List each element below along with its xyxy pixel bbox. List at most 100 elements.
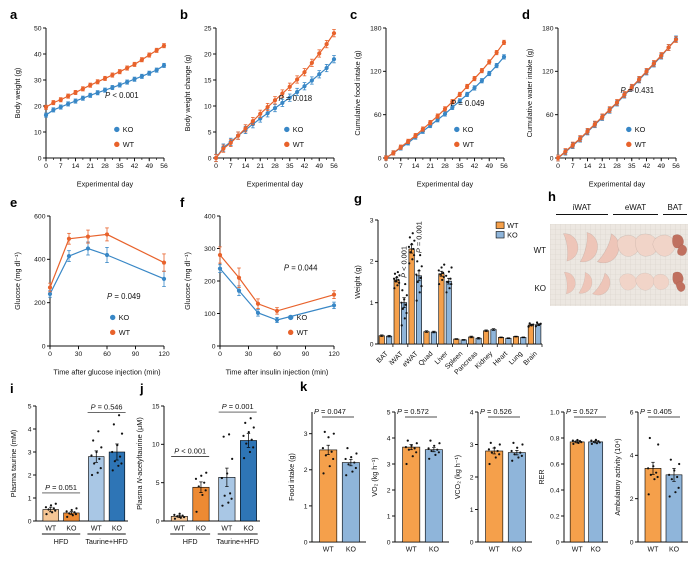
svg-text:42: 42 (131, 163, 139, 170)
p-value: P < 0.001 (400, 246, 409, 278)
svg-text:0: 0 (370, 341, 374, 348)
p-value: P = 0.001 (415, 221, 424, 253)
svg-text:WT: WT (221, 526, 233, 533)
series-WT (47, 227, 167, 293)
svg-text:60: 60 (374, 112, 382, 119)
svg-text:WT: WT (174, 526, 186, 533)
axes: 0 60 120 180 0 7 14 21 28 35 42 49 56 Experimental da… (353, 25, 508, 188)
x-axis-label: Time after glucose injection (min) (53, 368, 160, 377)
svg-text:14: 14 (412, 163, 420, 170)
photo-column-ewat-rule (613, 213, 658, 215)
svg-text:60: 60 (546, 112, 554, 119)
svg-text:49: 49 (657, 163, 665, 170)
legend: KO WT (287, 313, 309, 337)
svg-text:0: 0 (550, 155, 554, 162)
svg-text:0.8: 0.8 (550, 435, 560, 442)
svg-text:eWAT: eWAT (402, 350, 421, 369)
svg-text:KO: KO (66, 526, 77, 533)
svg-text:5: 5 (208, 129, 212, 136)
svg-text:0: 0 (384, 163, 388, 170)
svg-text:3: 3 (370, 217, 374, 224)
svg-text:100: 100 (204, 311, 216, 318)
photo-column-bat-rule (663, 213, 687, 215)
svg-text:49: 49 (315, 163, 323, 170)
p-value: P = 0.527 (566, 407, 598, 416)
svg-text:0: 0 (214, 163, 218, 170)
svg-text:35: 35 (286, 163, 294, 170)
series-WT (555, 36, 679, 162)
svg-text:14: 14 (584, 163, 592, 170)
panel-f-chart: 0 100 200 300 400 0 30 60 90 120 Time after insuli… (183, 213, 340, 376)
bars (319, 430, 360, 543)
svg-text:0: 0 (42, 343, 46, 350)
x-axis-label: Experimental day (77, 180, 134, 189)
svg-text:120: 120 (542, 69, 554, 76)
y-axis-label: VO₂ (kg h⁻¹) (371, 457, 379, 496)
bars (569, 438, 604, 543)
svg-text:WT: WT (572, 547, 584, 554)
svg-text:WT: WT (406, 547, 418, 554)
svg-text:7: 7 (571, 163, 575, 170)
p-value: P = 0.047 (314, 407, 346, 416)
svg-text:600: 600 (34, 213, 46, 220)
bars (485, 441, 526, 543)
photo-row-ko-label: KO (534, 284, 546, 293)
svg-text:300: 300 (204, 246, 216, 253)
svg-text:KO: KO (119, 313, 130, 322)
svg-text:WT: WT (119, 328, 131, 337)
y-axis-label: Cumulative food intake (g) (353, 50, 362, 135)
svg-text:KO: KO (346, 547, 357, 554)
svg-text:KO: KO (196, 526, 207, 533)
legend: KO WT (284, 125, 305, 149)
svg-text:1: 1 (470, 507, 474, 514)
svg-text:0: 0 (38, 155, 42, 162)
svg-text:28: 28 (441, 163, 449, 170)
svg-text:10: 10 (34, 129, 42, 136)
panel-a-chart: 0 10 20 30 40 50 0 7 14 21 28 35 42 49 56 Experimental … (13, 25, 168, 189)
svg-text:KO: KO (123, 125, 134, 134)
svg-text:0: 0 (556, 539, 560, 546)
svg-text:0.6: 0.6 (550, 461, 560, 468)
svg-text:120: 120 (328, 351, 340, 358)
p-value: P = 0.049 (107, 292, 141, 301)
panel-b-letter: b (180, 7, 188, 22)
svg-text:14: 14 (72, 163, 80, 170)
svg-text:Heart: Heart (492, 350, 509, 367)
panel-b-chart: 0 5 10 15 20 25 0 7 14 21 28 35 42 49 56 Experimental d… (183, 25, 338, 188)
svg-text:28: 28 (101, 163, 109, 170)
p-value: P = 0.405 (640, 407, 672, 416)
svg-text:Quad: Quad (418, 350, 435, 367)
svg-text:KO: KO (463, 125, 474, 134)
svg-text:WT: WT (91, 526, 103, 533)
group-label: Taurine+HFD (85, 537, 128, 546)
svg-text:KO: KO (512, 547, 523, 554)
svg-text:1: 1 (370, 300, 374, 307)
svg-text:7: 7 (229, 163, 233, 170)
photo-row-wt-label: WT (533, 246, 546, 255)
panel-j-letter: j (140, 381, 144, 396)
svg-text:200: 200 (204, 278, 216, 285)
panel-k-rer-chart: 0 0.2 0.4 0.6 0.8 1.0 RER WT KO P = 0.527 (538, 407, 608, 554)
p-value: P = 0.018 (279, 94, 313, 103)
svg-text:400: 400 (204, 213, 216, 220)
tissue-photo (550, 224, 688, 306)
svg-text:KO: KO (635, 125, 646, 134)
axes: 0 5 10 15 20 25 0 7 14 21 28 35 42 49 56 Experimental d… (183, 25, 338, 188)
svg-text:4: 4 (387, 435, 391, 442)
panel-g-letter: g (354, 191, 362, 206)
svg-text:WT: WT (293, 140, 305, 149)
svg-text:30: 30 (245, 351, 253, 358)
svg-text:0: 0 (156, 518, 160, 525)
panel-d-letter: d (522, 7, 530, 22)
y-axis-label: Weight (g) (353, 265, 362, 299)
panel-e-letter: e (10, 195, 18, 210)
svg-text:7: 7 (59, 163, 63, 170)
svg-text:60: 60 (273, 351, 281, 358)
panel-f-letter: f (180, 195, 185, 210)
svg-text:30: 30 (75, 351, 83, 358)
photo-column-iwat-rule (556, 213, 608, 215)
svg-text:200: 200 (34, 300, 46, 307)
series-KO (47, 241, 167, 298)
svg-text:35: 35 (628, 163, 636, 170)
